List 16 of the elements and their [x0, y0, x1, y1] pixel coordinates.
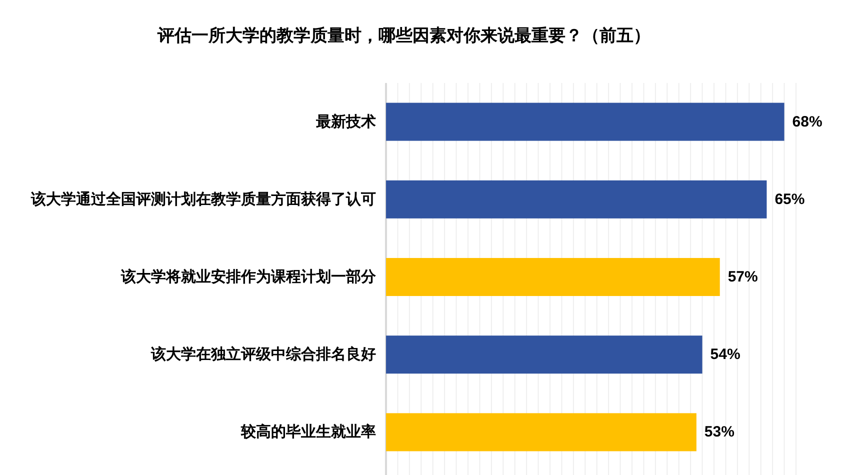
- data-label: 65%: [774, 190, 805, 208]
- bar: [386, 258, 720, 296]
- y-tick-label: 该大学在独立评级中综合排名良好: [150, 345, 376, 364]
- y-tick-label: 较高的毕业生就业率: [240, 422, 376, 441]
- bar: [386, 336, 702, 374]
- y-tick-label: 该大学通过全国评测计划在教学质量方面获得了认可: [30, 190, 376, 208]
- data-label: 53%: [704, 424, 734, 441]
- data-label: 68%: [792, 113, 822, 130]
- data-label: 57%: [728, 268, 758, 286]
- bar: [386, 180, 767, 218]
- bar: [386, 102, 784, 141]
- y-tick-label: 该大学将就业安排作为课程计划一部分: [120, 268, 377, 286]
- data-label: 54%: [710, 346, 740, 364]
- bar: [386, 413, 696, 452]
- y-tick-label: 最新技术: [315, 112, 376, 130]
- chart-title: 评估一所大学的教学质量时，哪些因素对你来说最重要？（前五）: [156, 26, 650, 45]
